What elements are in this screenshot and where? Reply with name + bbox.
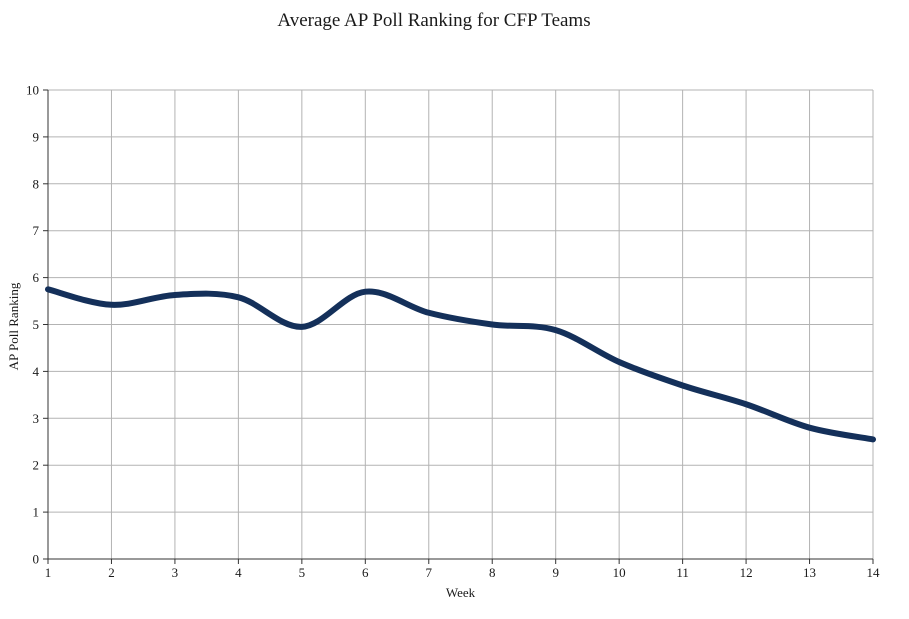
x-tick-label: 7 bbox=[426, 565, 433, 580]
x-tick-label: 8 bbox=[489, 565, 496, 580]
x-tick-label: 6 bbox=[362, 565, 369, 580]
chart-title: Average AP Poll Ranking for CFP Teams bbox=[277, 10, 591, 31]
x-tick-label: 11 bbox=[676, 565, 689, 580]
y-tick-label: 9 bbox=[33, 129, 40, 144]
x-tick-label: 4 bbox=[235, 565, 242, 580]
x-tick-label: 3 bbox=[172, 565, 179, 580]
y-tick-label: 3 bbox=[33, 411, 40, 426]
series-line bbox=[45, 286, 876, 443]
x-tick-label: 14 bbox=[867, 565, 881, 580]
y-tick-label: 1 bbox=[33, 505, 40, 520]
y-tick-label: 5 bbox=[33, 317, 40, 332]
series-layer bbox=[45, 286, 876, 443]
y-tick-label: 4 bbox=[33, 364, 40, 379]
x-tick-label: 9 bbox=[552, 565, 559, 580]
x-tick-label: 13 bbox=[803, 565, 816, 580]
x-tick-label: 2 bbox=[108, 565, 115, 580]
axis-layer bbox=[43, 89, 874, 564]
y-tick-label: 6 bbox=[33, 270, 40, 285]
y-tick-label: 10 bbox=[26, 83, 39, 98]
grid-layer bbox=[48, 89, 874, 559]
y-tick-label: 7 bbox=[33, 223, 40, 238]
x-tick-label: 1 bbox=[45, 565, 52, 580]
x-tick-label: 5 bbox=[299, 565, 306, 580]
y-tick-label: 2 bbox=[33, 458, 40, 473]
x-axis-label: Week bbox=[446, 585, 476, 600]
y-tick-label: 0 bbox=[33, 552, 40, 567]
x-tick-label: 12 bbox=[740, 565, 753, 580]
y-tick-label: 8 bbox=[33, 176, 40, 191]
y-axis-label: AP Poll Ranking bbox=[6, 282, 21, 370]
x-tick-label: 10 bbox=[613, 565, 626, 580]
